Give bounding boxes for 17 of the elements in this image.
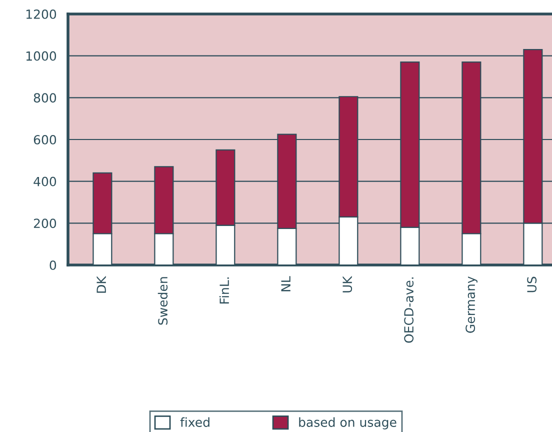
x-tick-label: FinL. [219,277,229,304]
y-tick-label: 200 [34,218,56,228]
y-tick-label: 1000 [26,51,56,61]
y-tick-label: 1200 [26,9,56,19]
x-tick-label: NL [281,276,290,292]
x-tick-label: US [527,276,537,292]
x-tick-label: OECD-ave. [404,277,414,343]
x-tick-label: Germany [466,276,478,333]
x-tick-label: UK [342,276,352,292]
y-tick-label: 600 [34,134,56,144]
y-tick-label: 800 [34,93,56,103]
x-tick-label: DK [96,276,106,293]
x-tick-label: Sweden [158,277,168,325]
legend-label: fixed [180,417,210,427]
y-tick-label: 0 [50,260,56,270]
y-tick-label: 400 [34,176,56,186]
legend-label: based on usage [299,417,396,430]
